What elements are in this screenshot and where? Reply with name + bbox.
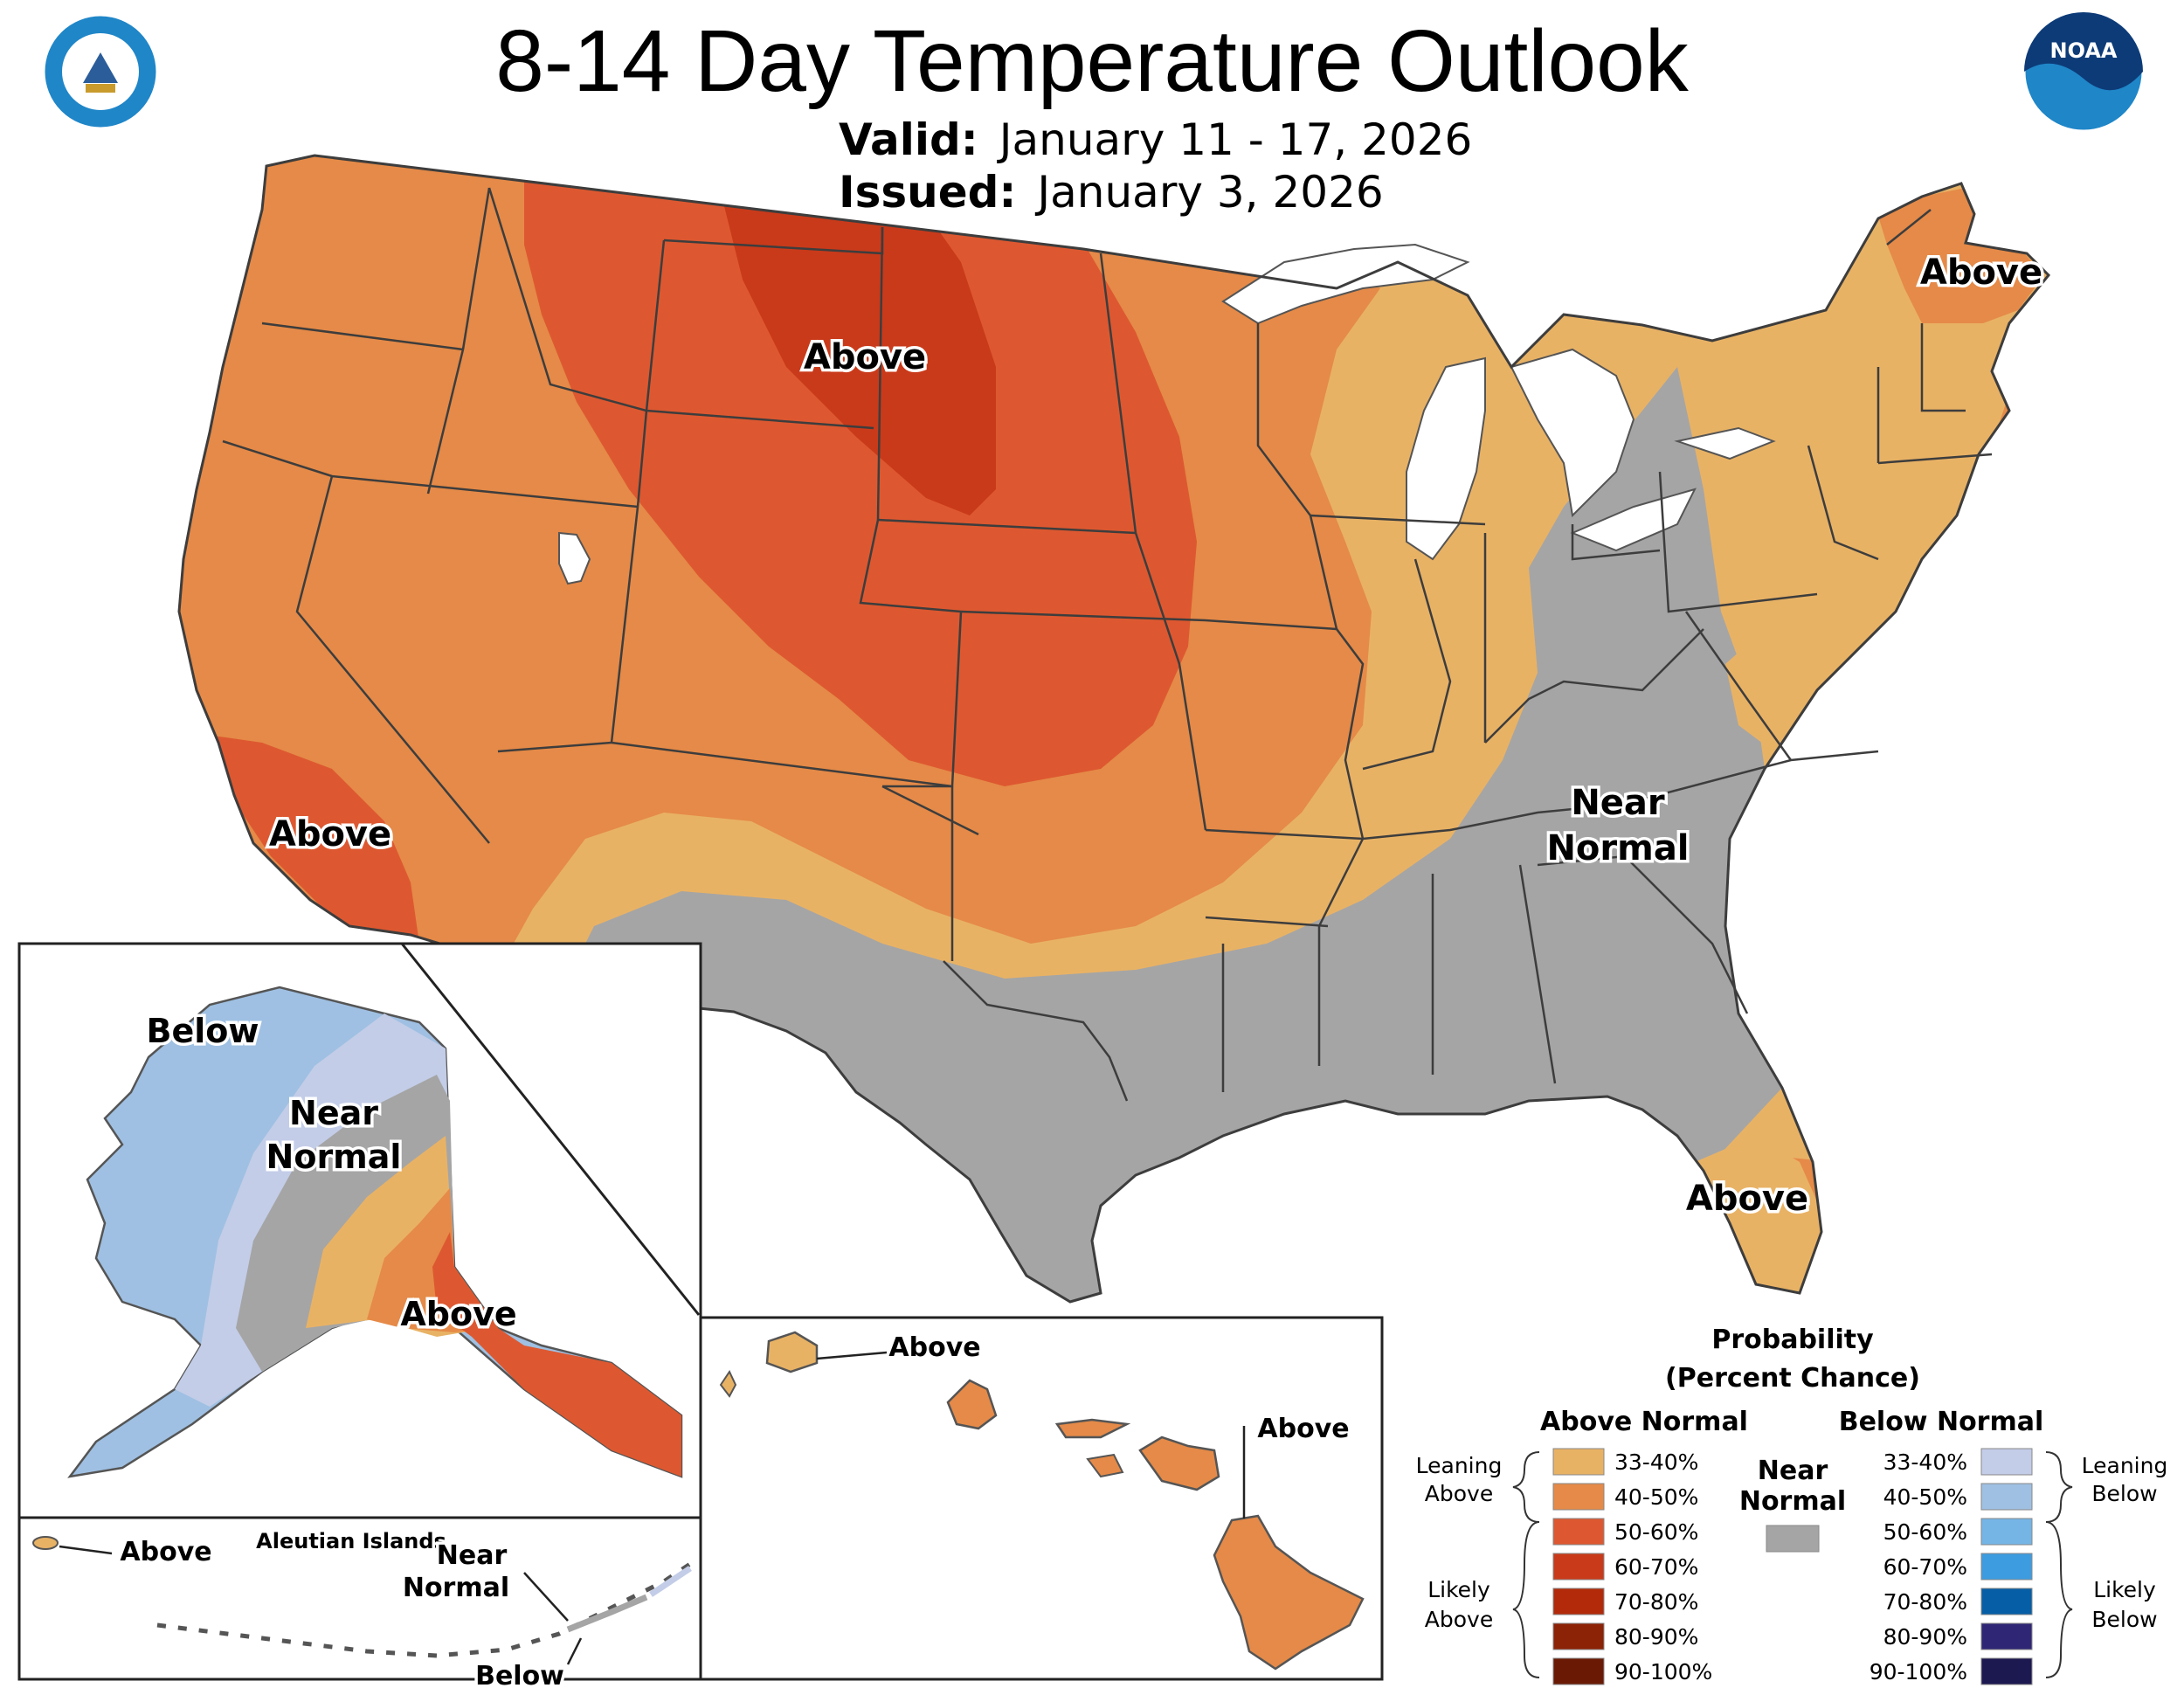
legend-above-label-6: 90-100% [1614, 1659, 1712, 1685]
legend-title-2: (Percent Chance) [1665, 1363, 1920, 1394]
legend-below-label-1: 40-50% [1883, 1484, 1967, 1510]
lake-huron [1510, 348, 1635, 518]
legend-below-header: Below Normal [1839, 1407, 2044, 1437]
legend-above-swatch-0 [1552, 1448, 1605, 1476]
label-aleut-below: Below [475, 1661, 564, 1688]
legend-above-swatches: 33-40% 40-50% 50-60% 60-70% 70-80% 80-90% 90-1… [1552, 1448, 1712, 1685]
legend-above-swatch-3 [1552, 1553, 1605, 1581]
label-conus-california: Above [269, 814, 391, 854]
alaska-inset: Below Near Normal Above [17, 942, 702, 1519]
legend-below-label-0: 33-40% [1883, 1449, 1967, 1475]
label-ak-near-1: Near [289, 1094, 378, 1132]
legend-above-swatch-6 [1552, 1657, 1605, 1685]
label-conus-florida: Above [1686, 1179, 1808, 1219]
legend-below-swatches: 33-40% 40-50% 50-60% 60-70% 70-80% 80-90% 90-1… [1870, 1448, 2033, 1685]
issued-label: Issued: [839, 167, 1017, 218]
legend-above-swatch-4 [1552, 1588, 1605, 1615]
legend-above-swatch-5 [1552, 1622, 1605, 1650]
zone-above-midatlantic [1725, 629, 1896, 751]
label-aleut-near-2: Normal [403, 1573, 509, 1603]
label-aleut-title: Aleutian Islands [256, 1529, 446, 1553]
legend-likely-below-2: Below [2091, 1607, 2157, 1632]
legend-title-1: Probability [1711, 1325, 1874, 1355]
legend-below-label-5: 80-90% [1883, 1624, 1967, 1650]
legend-near-2: Normal [1739, 1486, 1846, 1517]
hawaii-inset: Above Above [699, 1316, 1384, 1681]
legend-leaning-above-1: Leaning [1416, 1453, 1503, 1478]
label-aleut-near-1: Near [437, 1540, 508, 1571]
page-title: 8-14 Day Temperature Outlook [495, 12, 1689, 110]
label-hi-big-island: Above [1257, 1414, 1349, 1444]
legend-likely-above-1: Likely [1427, 1577, 1490, 1602]
valid-value: January 11 - 17, 2026 [999, 114, 1473, 165]
legend-above-label-4: 70-80% [1614, 1589, 1698, 1615]
valid-line: Valid: January 11 - 17, 2026 [839, 114, 1472, 166]
label-ak-below: Below [147, 1012, 259, 1050]
legend-leaning-above-2: Above [1425, 1481, 1493, 1506]
legend-leaning-below-1: Leaning [2082, 1453, 2168, 1478]
great-salt-lake [558, 531, 591, 585]
legend-below-swatch-4 [1980, 1588, 2033, 1615]
legend-leaning-below-2: Below [2091, 1481, 2157, 1506]
label-ak-above: Above [400, 1295, 516, 1333]
legend-above-label-0: 33-40% [1614, 1449, 1698, 1475]
label-conus-north: Above [804, 337, 926, 377]
legend-likely-below-1: Likely [2093, 1577, 2156, 1602]
label-conus-near-1: Near [1571, 783, 1665, 823]
legend: Probability (Percent Chance) Above Norma… [1416, 1325, 2168, 1685]
legend-above-swatch-2 [1552, 1518, 1605, 1546]
zone-above-50-60 [524, 166, 1197, 786]
legend-near-swatch [1766, 1525, 1820, 1553]
issued-line: Issued: January 3, 2026 [839, 166, 1384, 218]
legend-above-label-3: 60-70% [1614, 1554, 1698, 1580]
noaa-logo-text: NOAA [2050, 38, 2118, 63]
aleutian-inset: Above Aleutian Islands Near Normal Below [17, 1516, 702, 1688]
legend-near-1: Near [1758, 1456, 1828, 1486]
legend-below-label-2: 50-60% [1883, 1519, 1967, 1545]
issued-value: January 3, 2026 [1037, 167, 1384, 218]
zone-above-california [201, 734, 419, 944]
legend-below-swatch-2 [1980, 1518, 2033, 1546]
legend-above-swatch-1 [1552, 1483, 1605, 1511]
legend-below-label-4: 70-80% [1883, 1589, 1967, 1615]
label-conus-near-2: Normal [1546, 828, 1689, 868]
label-conus-maine: Above [1920, 253, 2042, 293]
legend-below-label-6: 90-100% [1870, 1659, 1967, 1685]
legend-below-swatch-3 [1980, 1553, 2033, 1581]
valid-label: Valid: [839, 114, 978, 165]
seal-icon [42, 13, 159, 130]
label-hi-kauai: Above [888, 1332, 980, 1363]
legend-above-label-2: 50-60% [1614, 1519, 1698, 1545]
label-aleut-above: Above [120, 1537, 211, 1567]
legend-below-swatch-1 [1980, 1483, 2033, 1511]
legend-below-swatch-5 [1980, 1622, 2033, 1650]
legend-below-swatch-6 [1980, 1657, 2033, 1685]
legend-below-swatch-0 [1980, 1448, 2033, 1476]
lake-michigan [1406, 356, 1486, 561]
lake-ontario [1674, 426, 1776, 460]
lake-erie [1570, 488, 1697, 552]
zone-above-60-70 [716, 175, 996, 515]
legend-above-label-1: 40-50% [1614, 1484, 1698, 1510]
noaa-logo-icon: NOAA [2022, 10, 2145, 133]
label-ak-near-2: Normal [266, 1138, 402, 1176]
zone-above-maine [1870, 188, 2044, 323]
legend-below-label-3: 60-70% [1883, 1554, 1967, 1580]
legend-likely-above-2: Above [1425, 1607, 1493, 1632]
state-borders [222, 187, 1993, 1102]
legend-above-header: Above Normal [1540, 1407, 1748, 1437]
legend-above-label-5: 80-90% [1614, 1624, 1698, 1650]
